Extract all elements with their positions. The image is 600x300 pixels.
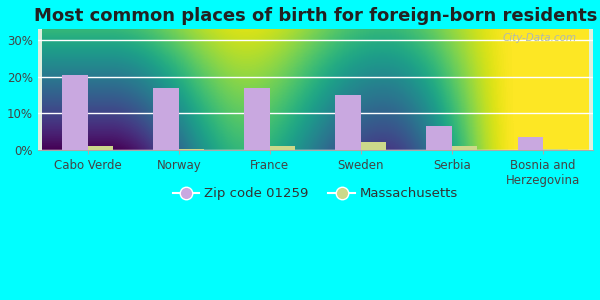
Legend: Zip code 01259, Massachusetts: Zip code 01259, Massachusetts [167,182,464,206]
Bar [62,75,88,149]
Bar [335,95,361,149]
Bar [88,146,113,149]
Bar [452,146,478,149]
Bar [427,126,452,149]
Bar [154,88,179,149]
Text: City-Data.com: City-Data.com [502,33,577,43]
Title: Most common places of birth for foreign-born residents: Most common places of birth for foreign-… [34,7,597,25]
Bar [270,146,295,149]
Bar [361,142,386,149]
Bar [518,137,543,149]
Bar [244,88,270,149]
